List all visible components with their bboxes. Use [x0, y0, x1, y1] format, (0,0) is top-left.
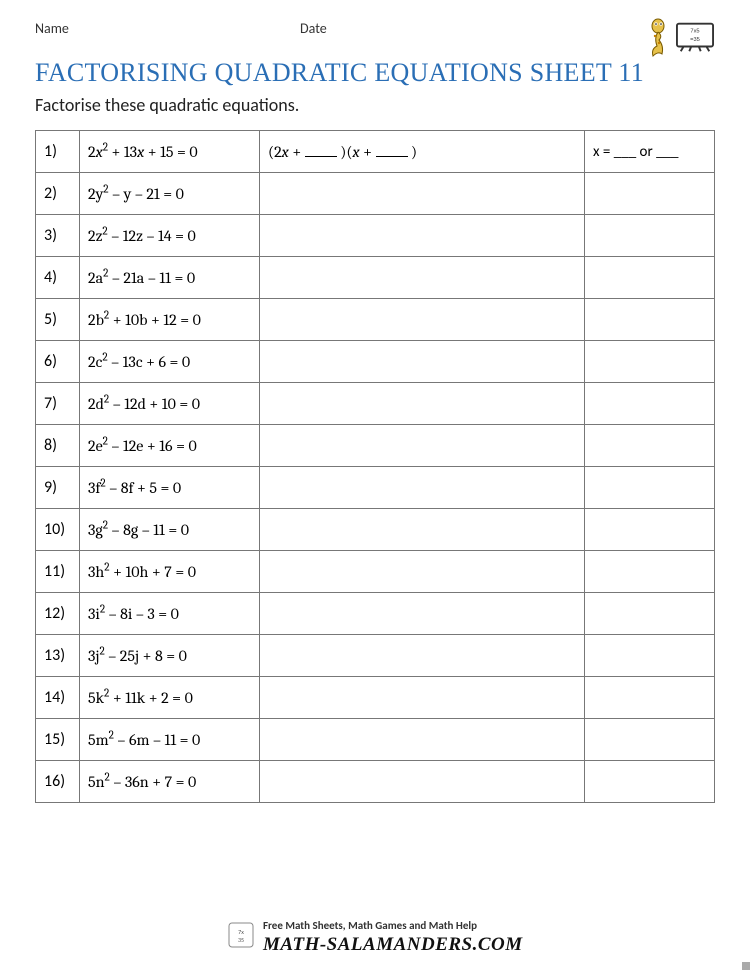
- row-number: 4): [36, 257, 80, 299]
- equation-cell: 2x2 + 13x + 15 = 0: [80, 131, 260, 173]
- equation-cell: 5n2 – 36n + 7 = 0: [80, 761, 260, 803]
- table-row: 5)2b2 + 10b + 12 = 0: [36, 299, 715, 341]
- table-row: 12)3i2 – 8i – 3 = 0: [36, 593, 715, 635]
- hint-cell: [260, 257, 585, 299]
- hint-cell: [260, 719, 585, 761]
- date-label: Date: [300, 20, 327, 37]
- row-number: 15): [36, 719, 80, 761]
- table-row: 6)2c2 – 13c + 6 = 0: [36, 341, 715, 383]
- page-footer: 7x 35 Free Math Sheets, Math Games and M…: [0, 919, 750, 956]
- row-number: 8): [36, 425, 80, 467]
- answer-cell: [585, 383, 715, 425]
- row-number: 6): [36, 341, 80, 383]
- answer-cell: [585, 215, 715, 257]
- answer-cell: [585, 635, 715, 677]
- hint-cell: [260, 467, 585, 509]
- equation-cell: 3i2 – 8i – 3 = 0: [80, 593, 260, 635]
- equation-cell: 3g2 – 8g – 11 = 0: [80, 509, 260, 551]
- equation-cell: 2a2 – 21a – 11 = 0: [80, 257, 260, 299]
- row-number: 12): [36, 593, 80, 635]
- name-label: Name: [35, 20, 69, 37]
- equation-cell: 2e2 – 12e + 16 = 0: [80, 425, 260, 467]
- footer-brand: MATH-SALAMANDERS.COM: [263, 934, 523, 956]
- hint-cell: [260, 551, 585, 593]
- table-row: 14)5k2 + 11k + 2 = 0: [36, 677, 715, 719]
- table-row: 8)2e2 – 12e + 16 = 0: [36, 425, 715, 467]
- equation-cell: 2d2 – 12d + 10 = 0: [80, 383, 260, 425]
- answer-cell: [585, 551, 715, 593]
- row-number: 11): [36, 551, 80, 593]
- table-row: 3)2z2 – 12z – 14 = 0: [36, 215, 715, 257]
- equation-cell: 2c2 – 13c + 6 = 0: [80, 341, 260, 383]
- footer-logo-icon: 7x 35: [227, 921, 255, 954]
- equation-cell: 5m2 – 6m – 11 = 0: [80, 719, 260, 761]
- row-number: 13): [36, 635, 80, 677]
- table-row: 15)5m2 – 6m – 11 = 0: [36, 719, 715, 761]
- answer-cell: [585, 593, 715, 635]
- answer-cell: [585, 719, 715, 761]
- equation-cell: 2b2 + 10b + 12 = 0: [80, 299, 260, 341]
- table-row: 9)3f2 – 8f + 5 = 0: [36, 467, 715, 509]
- answer-cell: [585, 341, 715, 383]
- svg-text:7x5: 7x5: [690, 28, 699, 34]
- row-number: 14): [36, 677, 80, 719]
- svg-text:=35: =35: [690, 36, 700, 42]
- footer-tagline: Free Math Sheets, Math Games and Math He…: [263, 919, 523, 932]
- svg-text:7x: 7x: [239, 928, 245, 936]
- answer-cell: [585, 467, 715, 509]
- row-number: 3): [36, 215, 80, 257]
- table-row: 16)5n2 – 36n + 7 = 0: [36, 761, 715, 803]
- row-number: 1): [36, 131, 80, 173]
- equation-cell: 5k2 + 11k + 2 = 0: [80, 677, 260, 719]
- table-row: 10)3g2 – 8g – 11 = 0: [36, 509, 715, 551]
- table-row: 2)2y2 – y – 21 = 0: [36, 173, 715, 215]
- table-row: 4)2a2 – 21a – 11 = 0: [36, 257, 715, 299]
- equation-cell: 3h2 + 10h + 7 = 0: [80, 551, 260, 593]
- row-number: 10): [36, 509, 80, 551]
- chalkboard-icon: 7x5 =35: [676, 22, 714, 52]
- answer-cell: [585, 425, 715, 467]
- row-number: 16): [36, 761, 80, 803]
- answer-cell: [585, 257, 715, 299]
- hint-cell: [260, 341, 585, 383]
- answer-cell: [585, 509, 715, 551]
- page-curl-icon: [742, 962, 750, 970]
- worksheet-title: FACTORISING QUADRATIC EQUATIONS SHEET 11: [35, 58, 715, 88]
- equation-cell: 2y2 – y – 21 = 0: [80, 173, 260, 215]
- hint-cell: [260, 215, 585, 257]
- worksheet-page: Name Date 7x5 =35 FACTORISING QUADRATIC …: [0, 0, 750, 970]
- hint-cell: [260, 173, 585, 215]
- row-number: 9): [36, 467, 80, 509]
- instructions-text: Factorise these quadratic equations.: [35, 94, 715, 116]
- hint-cell: [260, 635, 585, 677]
- table-row: 7)2d2 – 12d + 10 = 0: [36, 383, 715, 425]
- hint-cell: [260, 383, 585, 425]
- answer-cell: [585, 677, 715, 719]
- equation-cell: 3j2 – 25j + 8 = 0: [80, 635, 260, 677]
- svg-text:35: 35: [238, 936, 244, 944]
- answer-cell: x = ___ or ___: [585, 131, 715, 173]
- header-row: Name Date: [35, 20, 715, 42]
- equations-table: 1)2x2 + 13x + 15 = 0(2x + )(x + )x = ___…: [35, 130, 715, 803]
- answer-cell: [585, 299, 715, 341]
- row-number: 2): [36, 173, 80, 215]
- equation-cell: 2z2 – 12z – 14 = 0: [80, 215, 260, 257]
- answer-cell: [585, 173, 715, 215]
- hint-cell: [260, 299, 585, 341]
- answer-cell: [585, 761, 715, 803]
- row-number: 5): [36, 299, 80, 341]
- hint-cell: [260, 425, 585, 467]
- brand-logo: 7x5 =35: [643, 14, 715, 59]
- table-row: 1)2x2 + 13x + 15 = 0(2x + )(x + )x = ___…: [36, 131, 715, 173]
- hint-cell: [260, 509, 585, 551]
- table-row: 11)3h2 + 10h + 7 = 0: [36, 551, 715, 593]
- hint-cell: [260, 593, 585, 635]
- salamander-icon: [644, 16, 674, 58]
- hint-cell: [260, 677, 585, 719]
- table-row: 13)3j2 – 25j + 8 = 0: [36, 635, 715, 677]
- row-number: 7): [36, 383, 80, 425]
- equation-cell: 3f2 – 8f + 5 = 0: [80, 467, 260, 509]
- hint-cell: [260, 761, 585, 803]
- hint-cell: (2x + )(x + ): [260, 131, 585, 173]
